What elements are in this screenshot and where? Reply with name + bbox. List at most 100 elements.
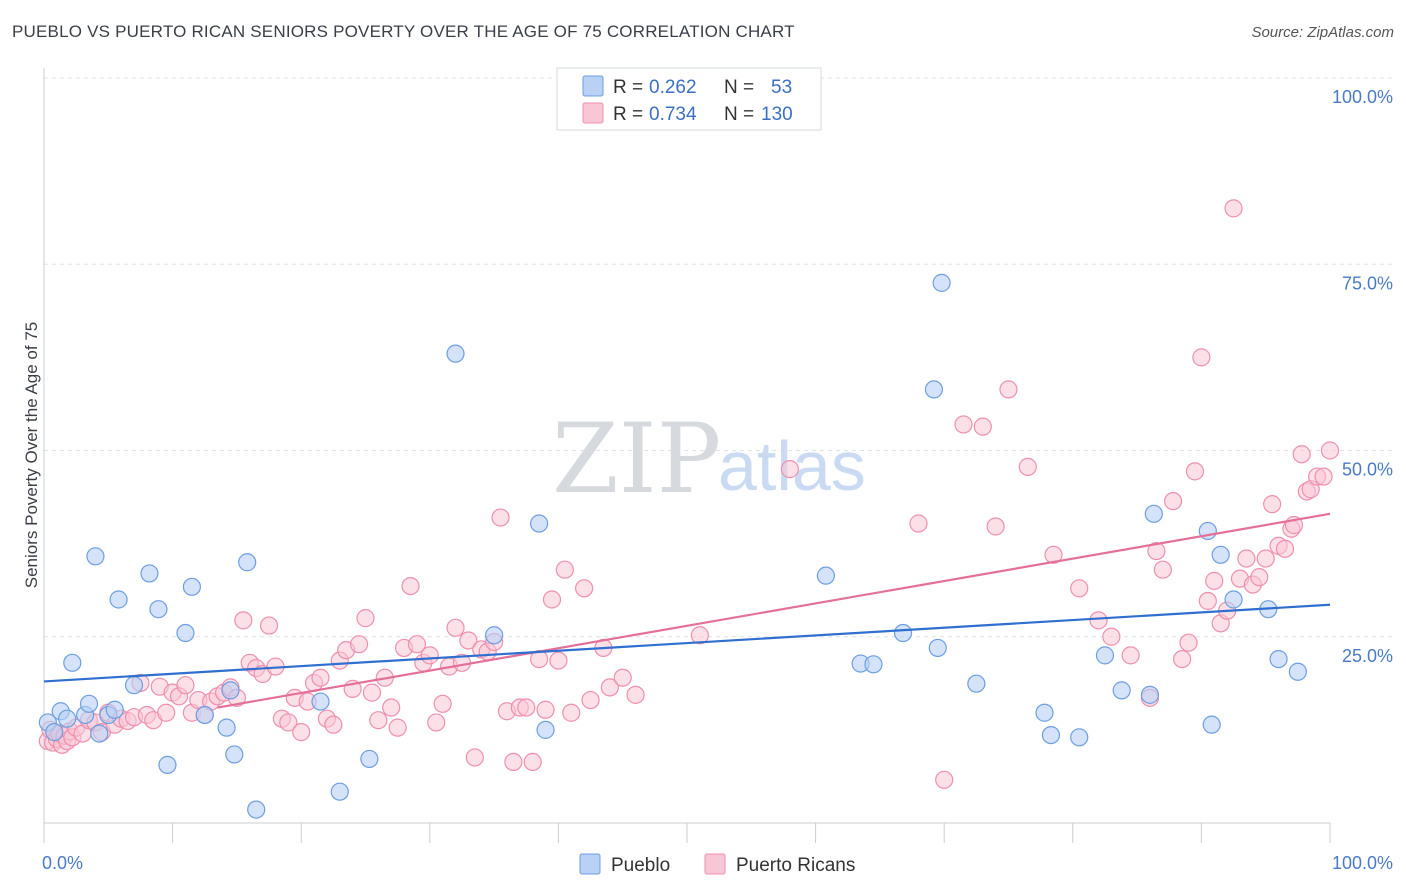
point-puerto-ricans — [523, 752, 542, 772]
legend-r-value-2: 0.734 — [649, 104, 697, 125]
point-puerto-ricans — [1173, 649, 1192, 669]
point-pueblo — [967, 674, 986, 693]
point-puerto-ricans — [1121, 646, 1140, 665]
point-pueblo — [221, 681, 240, 700]
point-puerto-ricans — [388, 718, 407, 737]
point-pueblo — [124, 676, 144, 695]
point-pueblo — [1269, 649, 1288, 669]
watermark-zip: ZIP — [552, 403, 721, 515]
point-puerto-ricans — [356, 609, 375, 628]
point-pueblo — [928, 638, 947, 658]
point-puerto-ricans — [1250, 568, 1269, 587]
point-puerto-ricans — [234, 611, 253, 630]
point-puerto-ricans — [542, 590, 562, 609]
point-pueblo — [176, 623, 195, 643]
point-puerto-ricans — [382, 698, 401, 717]
bottom-legend-pueblo: Pueblo — [611, 855, 670, 876]
point-pueblo — [86, 547, 105, 566]
point-pueblo — [58, 709, 77, 728]
point-puerto-ricans — [369, 711, 388, 730]
y-tick-label: 25.0% — [1342, 646, 1393, 666]
tick-labels: 25.0% 50.0% 75.0% 100.0% 0.0% 100.0% — [42, 87, 1393, 873]
point-pueblo — [893, 623, 913, 643]
legend-n-value-1: 53 — [771, 77, 792, 98]
point-pueblo — [225, 745, 244, 764]
legend-n-value-2: 130 — [761, 104, 793, 125]
y-tick-label: 50.0% — [1342, 460, 1393, 480]
y-tick-label: 100.0% — [1332, 87, 1393, 107]
point-puerto-ricans — [1198, 591, 1217, 611]
point-puerto-ricans — [973, 417, 992, 436]
point-pueblo — [1144, 504, 1163, 523]
point-puerto-ricans — [401, 576, 420, 596]
point-pueblo — [158, 755, 177, 774]
point-puerto-ricans — [581, 690, 600, 710]
point-puerto-ricans — [504, 752, 523, 772]
point-puerto-ricans — [1102, 627, 1121, 646]
point-puerto-ricans — [517, 698, 536, 717]
point-pueblo — [63, 653, 82, 672]
point-puerto-ricans — [1044, 545, 1063, 564]
point-puerto-ricans — [935, 770, 954, 789]
point-puerto-ricans — [1275, 539, 1295, 558]
point-puerto-ricans — [1147, 541, 1166, 561]
point-pueblo — [247, 800, 266, 819]
x-tick-label-end: 100.0% — [1332, 853, 1393, 873]
point-pueblo — [79, 694, 99, 713]
point-puerto-ricans — [292, 723, 311, 742]
legend-swatch-puerto-ricans — [582, 102, 604, 124]
point-pueblo — [816, 566, 835, 585]
axes — [43, 68, 1331, 843]
point-pueblo — [195, 705, 214, 725]
point-puerto-ricans — [1256, 549, 1275, 568]
chart-title: PUEBLO VS PUERTO RICAN SENIORS POVERTY O… — [12, 22, 795, 41]
point-puerto-ricans — [1292, 445, 1311, 464]
point-puerto-ricans — [465, 748, 484, 767]
point-pueblo — [1211, 545, 1230, 564]
trend-line-pueblo — [43, 603, 1331, 683]
point-puerto-ricans — [780, 460, 799, 479]
point-puerto-ricans — [1089, 611, 1108, 630]
point-pueblo — [864, 655, 883, 674]
point-pueblo — [1035, 703, 1054, 722]
point-puerto-ricans — [562, 703, 581, 722]
point-pueblo — [924, 380, 944, 399]
point-puerto-ricans — [420, 646, 439, 665]
point-pueblo — [1095, 646, 1115, 665]
point-puerto-ricans — [459, 631, 478, 650]
point-pueblo — [1202, 715, 1221, 734]
point-pueblo — [446, 344, 465, 363]
legend-n-label-1: N = — [724, 77, 754, 98]
point-pueblo — [311, 692, 330, 711]
point-pueblo — [485, 626, 504, 645]
point-pueblo — [149, 600, 168, 619]
point-puerto-ricans — [1205, 571, 1224, 590]
point-puerto-ricans — [279, 713, 298, 732]
point-puerto-ricans — [1070, 579, 1089, 598]
source-label: Source: ZipAtlas.com — [1251, 24, 1394, 41]
point-pueblo — [105, 700, 124, 719]
point-pueblo — [1224, 590, 1243, 609]
point-pueblo — [45, 723, 64, 742]
point-pueblo — [1288, 662, 1307, 681]
trend-lines — [43, 512, 1331, 709]
point-puerto-ricans — [427, 713, 446, 732]
point-puerto-ricans — [549, 651, 568, 670]
point-puerto-ricans — [626, 685, 645, 704]
x-tick-label-start: 0.0% — [42, 853, 83, 873]
point-pueblo — [109, 590, 128, 609]
point-puerto-ricans — [999, 380, 1018, 399]
point-puerto-ricans — [491, 508, 510, 527]
point-puerto-ricans — [1153, 560, 1172, 579]
point-puerto-ricans — [362, 683, 382, 702]
point-puerto-ricans — [1018, 457, 1037, 476]
y-axis-label: Seniors Poverty Over the Age of 75 — [22, 322, 41, 588]
series-pueblo — [38, 273, 1307, 819]
legend-r-label-2: R = — [613, 104, 643, 125]
point-puerto-ricans — [1179, 633, 1198, 652]
point-pueblo — [90, 724, 109, 743]
point-puerto-ricans — [407, 635, 427, 654]
point-puerto-ricans — [536, 700, 555, 719]
point-puerto-ricans — [259, 616, 279, 635]
